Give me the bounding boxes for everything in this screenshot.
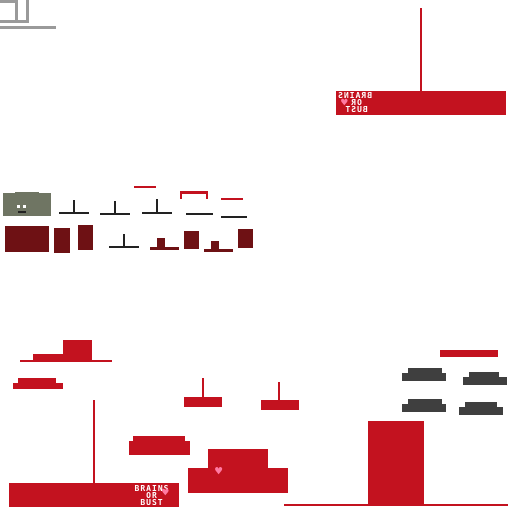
logo-banner [9,483,179,507]
heart-icon: ♥ [162,486,169,499]
zombie-sprite [3,192,51,216]
platform-sprite [33,354,63,361]
logo-banner-mirrored [336,91,506,115]
t-stand-sprite [73,200,75,213]
t-stand-sprite [100,213,130,215]
flag-pole-bottom [93,400,95,488]
t-stand-sprite [59,212,89,214]
red-cap-sprite [134,186,156,188]
stage-sprite [133,436,185,442]
t-stand-sprite [109,246,139,248]
pedestal-sprite [204,249,233,252]
pedestal-sprite [157,238,165,248]
shadow-platform-sprite [402,373,446,381]
shadow-platform-sprite [402,404,446,412]
red-cap-sprite [206,191,208,199]
t-stand-sprite [142,212,172,214]
pedestal-sprite [150,247,179,250]
stage-sprite [188,468,288,493]
dark-bottle-sprite [238,229,253,248]
shadow-platform-sprite [463,377,507,385]
logo-line-2: OR [146,491,158,500]
logo-line-1: BRAINS [134,484,170,493]
red-cap-sprite [221,198,243,200]
dark-bottle-sprite [54,228,70,253]
pedestal-sprite [211,241,219,250]
shadow-platform-sprite [465,402,497,408]
gray-frame-fragment [0,0,56,30]
platform-sprite [18,378,56,384]
t-stand-sprite [221,216,247,218]
logo-text: BRAINS OR BUST [132,485,172,507]
t-stand-sprite [114,201,116,214]
t-stand-sprite [123,234,125,247]
shadow-platform-sprite [459,407,503,415]
heart-icon: ♥ [215,464,223,478]
banner-small [184,397,222,407]
stage-sprite [208,449,268,469]
shadow-platform-sprite [469,372,499,378]
banner-small [261,400,299,410]
logo-line-3: BUST [140,498,164,507]
shadow-platform-sprite [408,368,442,374]
t-stand-sprite [186,213,213,215]
dark-bottle-sprite [184,231,199,249]
platform-sprite [13,383,63,389]
shadow-platform-sprite [408,399,442,405]
flag-pole-small [202,378,204,398]
red-cap-sprite [180,191,208,194]
platform-sprite [440,350,498,357]
platform-sprite [63,340,92,360]
heart-icon: ♥ [341,96,348,109]
dark-bottle-sprite [78,225,93,250]
tall-block-sprite [368,421,424,506]
flag-pole-small [278,382,280,402]
ground-line [20,360,112,362]
stage-sprite [129,441,190,455]
flag-pole-top [420,8,422,94]
dark-block-sprite [5,226,49,252]
red-cap-sprite [180,191,182,199]
t-stand-sprite [156,199,158,212]
